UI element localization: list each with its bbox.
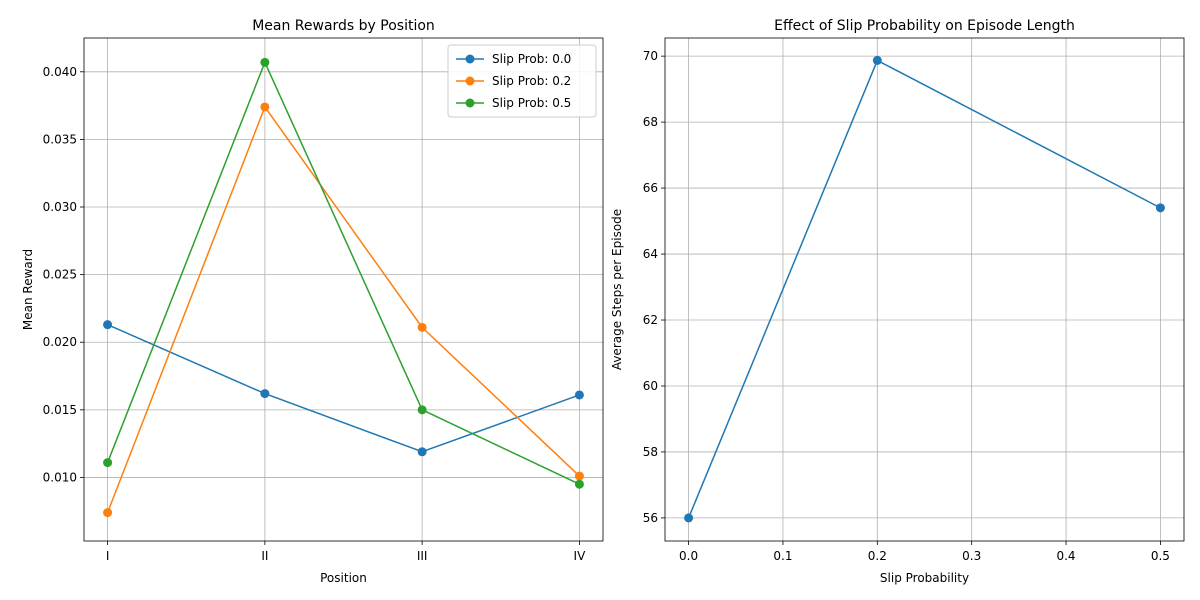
x-tick-label: 0.0 xyxy=(679,549,698,563)
x-tick-label: 0.3 xyxy=(962,549,981,563)
data-point xyxy=(574,390,584,400)
series-0 xyxy=(103,320,584,457)
series-2 xyxy=(103,57,584,489)
x-tick-label: 0.4 xyxy=(1056,549,1075,563)
y-tick-label: 0.040 xyxy=(43,65,77,79)
data-point xyxy=(260,389,270,399)
grid xyxy=(665,38,1184,541)
chart-title: Effect of Slip Probability on Episode Le… xyxy=(774,18,1075,34)
y-tick-label: 62 xyxy=(643,313,658,327)
legend-label: Slip Prob: 0.5 xyxy=(492,96,571,110)
data-point xyxy=(103,508,113,518)
y-axis-label: Average Steps per Episode xyxy=(610,209,624,370)
y-tick-label: 64 xyxy=(643,247,658,261)
series-0 xyxy=(684,55,1165,523)
x-axis-label: Slip Probability xyxy=(880,571,969,585)
y-tick-label: 60 xyxy=(643,379,658,393)
legend-frame xyxy=(447,44,597,118)
y-tick-label: 68 xyxy=(643,115,658,129)
y-tick-label: 66 xyxy=(643,181,658,195)
data-point xyxy=(417,447,427,457)
y-tick-label: 0.035 xyxy=(43,132,77,146)
chart-mean-rewards: I II III IV0.0100.0150.0200.0250.0300.0350.… xyxy=(21,18,604,585)
x-tick-label: I xyxy=(106,549,110,563)
data-point xyxy=(574,471,584,481)
legend-label: Slip Prob: 0.2 xyxy=(492,74,571,88)
data-point xyxy=(103,458,113,468)
series-line xyxy=(687,59,1161,519)
y-axis-label: Mean Reward xyxy=(21,249,35,330)
data-point xyxy=(260,102,270,112)
y-tick-label: 0.025 xyxy=(43,268,77,282)
x-tick-label: IV xyxy=(574,549,587,563)
data-point xyxy=(872,55,882,65)
data-point xyxy=(260,57,270,67)
data-point xyxy=(684,513,694,523)
data-point xyxy=(417,322,427,332)
data-point xyxy=(1155,203,1165,213)
x-axis-label: Position xyxy=(320,571,367,585)
plot-frame xyxy=(664,37,1185,542)
plot-frame xyxy=(83,37,604,542)
grid xyxy=(84,38,603,541)
data-point xyxy=(574,479,584,489)
legend-entry: Slip Prob: 0.2 xyxy=(456,74,571,88)
series-line xyxy=(106,105,580,513)
data-point xyxy=(103,320,113,330)
chart-title: Mean Rewards by Position xyxy=(252,18,435,34)
y-tick-label: 56 xyxy=(643,511,658,525)
y-tick-label: 0.030 xyxy=(43,200,77,214)
x-tick-label: 0.2 xyxy=(868,549,887,563)
legend-swatch-marker xyxy=(465,98,475,108)
series-line xyxy=(106,60,580,485)
legend-label: Slip Prob: 0.0 xyxy=(492,52,571,66)
x-tick-label: 0.5 xyxy=(1151,549,1170,563)
y-tick-label: 0.010 xyxy=(43,470,77,484)
series-1 xyxy=(103,102,584,518)
legend-swatch-marker xyxy=(465,76,475,86)
y-tick-label: 0.015 xyxy=(43,403,77,417)
legend-swatch-marker xyxy=(465,54,475,64)
series-line xyxy=(107,323,580,453)
data-point xyxy=(417,405,427,415)
x-tick-label: 0.1 xyxy=(773,549,792,563)
legend-entry: Slip Prob: 0.0 xyxy=(456,52,571,66)
y-tick-label: 70 xyxy=(643,49,658,63)
legend-entry: Slip Prob: 0.5 xyxy=(456,96,571,110)
x-tick-label: III xyxy=(417,549,428,563)
y-tick-label: 0.020 xyxy=(43,335,77,349)
legend: Slip Prob: 0.0 Slip Prob: 0.2 Slip Prob: 0… xyxy=(447,44,597,118)
x-tick-label: II xyxy=(261,549,268,563)
chart-episode-length: 0.0 0.1 0.2 0.3 0.4 0.5 56 58 60 62 64 66 68 70 Effect… xyxy=(610,18,1185,585)
y-tick-label: 58 xyxy=(643,445,658,459)
